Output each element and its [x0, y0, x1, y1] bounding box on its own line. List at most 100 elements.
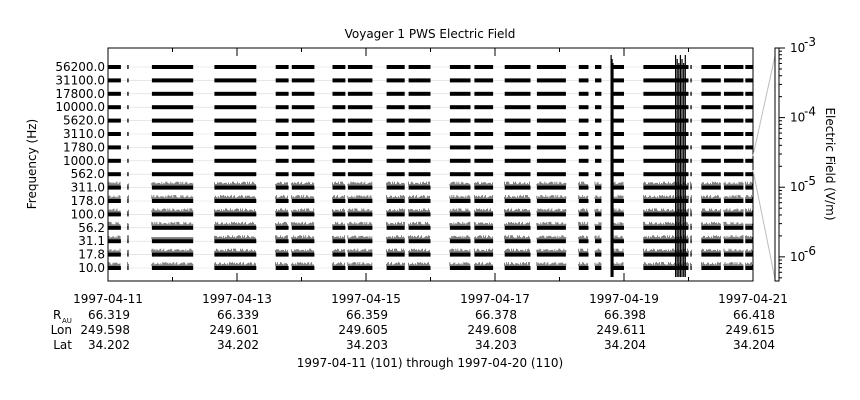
data-band [613, 158, 624, 163]
data-band [108, 199, 121, 203]
data-band [108, 65, 121, 69]
ephemeris-lon-value: 249.601 [209, 323, 259, 337]
data-band [536, 185, 566, 190]
data-band [745, 225, 753, 230]
data-band [701, 212, 721, 217]
data-band [643, 172, 689, 177]
data-band [504, 172, 531, 177]
data-band [332, 91, 346, 96]
band-noise [332, 181, 345, 186]
band-noise [594, 195, 602, 199]
data-band [214, 145, 257, 150]
data-band [151, 65, 194, 69]
data-band [214, 78, 257, 83]
data-band [701, 145, 721, 150]
data-band [474, 78, 494, 83]
data-band [474, 65, 494, 69]
data-band [701, 239, 721, 244]
data-band [127, 266, 129, 270]
band-noise [578, 208, 589, 213]
data-band [151, 78, 194, 83]
colorbar [774, 47, 780, 282]
band-noise [151, 181, 194, 186]
data-band [332, 252, 346, 257]
y-tick-label: 3110.0 [63, 127, 105, 141]
data-band [214, 65, 257, 69]
data-band [724, 118, 744, 123]
data-band [151, 239, 194, 244]
data-band [613, 145, 624, 150]
data-band [214, 239, 257, 244]
data-band [595, 145, 602, 150]
band-noise [690, 181, 692, 186]
y-tick-label: 56200.0 [55, 60, 105, 74]
y-tick-label: 1000.0 [63, 154, 105, 168]
data-band [578, 172, 589, 177]
data-band [386, 252, 405, 257]
data-band [291, 185, 315, 190]
data-band [291, 172, 315, 177]
band-noise [449, 181, 471, 186]
ephemeris-lat-value: 34.202 [88, 338, 130, 352]
band-noise [107, 248, 121, 253]
data-band [474, 225, 494, 230]
ephemeris-rau-value: 66.359 [346, 308, 388, 322]
data-band [214, 225, 257, 230]
data-band [291, 145, 315, 150]
band-noise [275, 235, 288, 240]
band-noise [594, 248, 602, 253]
data-band [347, 172, 373, 177]
data-band [275, 199, 289, 203]
band-noise [723, 221, 744, 226]
ephemeris-lat-value: 34.204 [604, 338, 646, 352]
data-band [347, 145, 373, 150]
y-tick-label: 31.1 [78, 234, 105, 248]
band-noise [690, 262, 692, 266]
band-noise [536, 208, 567, 213]
data-band [643, 91, 689, 96]
spectrogram-data [107, 55, 753, 277]
data-band [386, 172, 405, 177]
y-tick-label: 31100.0 [55, 73, 105, 87]
data-band [701, 158, 721, 163]
data-band [595, 118, 602, 123]
data-band [474, 145, 494, 150]
data-band [291, 158, 315, 163]
band-noise [594, 235, 602, 240]
band-noise [386, 195, 405, 199]
band-noise [690, 195, 692, 199]
data-band [291, 225, 315, 230]
band-noise [723, 235, 744, 240]
data-band [690, 105, 692, 110]
data-band [536, 145, 566, 150]
band-noise [386, 248, 405, 253]
ephemeris-lon-label: Lon [51, 323, 72, 337]
data-band [690, 252, 692, 257]
band-noise [578, 195, 589, 199]
data-band [408, 239, 431, 244]
data-band [613, 78, 624, 83]
data-band [275, 212, 289, 217]
data-band [578, 252, 589, 257]
data-band [275, 78, 289, 83]
data-band [449, 199, 471, 203]
data-band [474, 185, 494, 190]
plot-frame [107, 47, 754, 282]
band-noise [594, 208, 602, 213]
data-band [613, 225, 624, 230]
band-noise [291, 208, 315, 213]
data-band [504, 199, 531, 203]
band-noise [127, 223, 129, 226]
x-tick-label: 1997-04-11 [73, 292, 143, 306]
data-band [449, 225, 471, 230]
band-noise [291, 181, 315, 186]
band-noise [612, 262, 624, 266]
ephemeris-rau-value: 66.418 [733, 308, 775, 322]
band-noise [347, 195, 373, 199]
data-band [275, 158, 289, 163]
data-band [449, 65, 471, 69]
data-band [724, 252, 744, 257]
data-band [108, 266, 121, 270]
band-noise [449, 208, 471, 213]
data-band [332, 266, 346, 270]
